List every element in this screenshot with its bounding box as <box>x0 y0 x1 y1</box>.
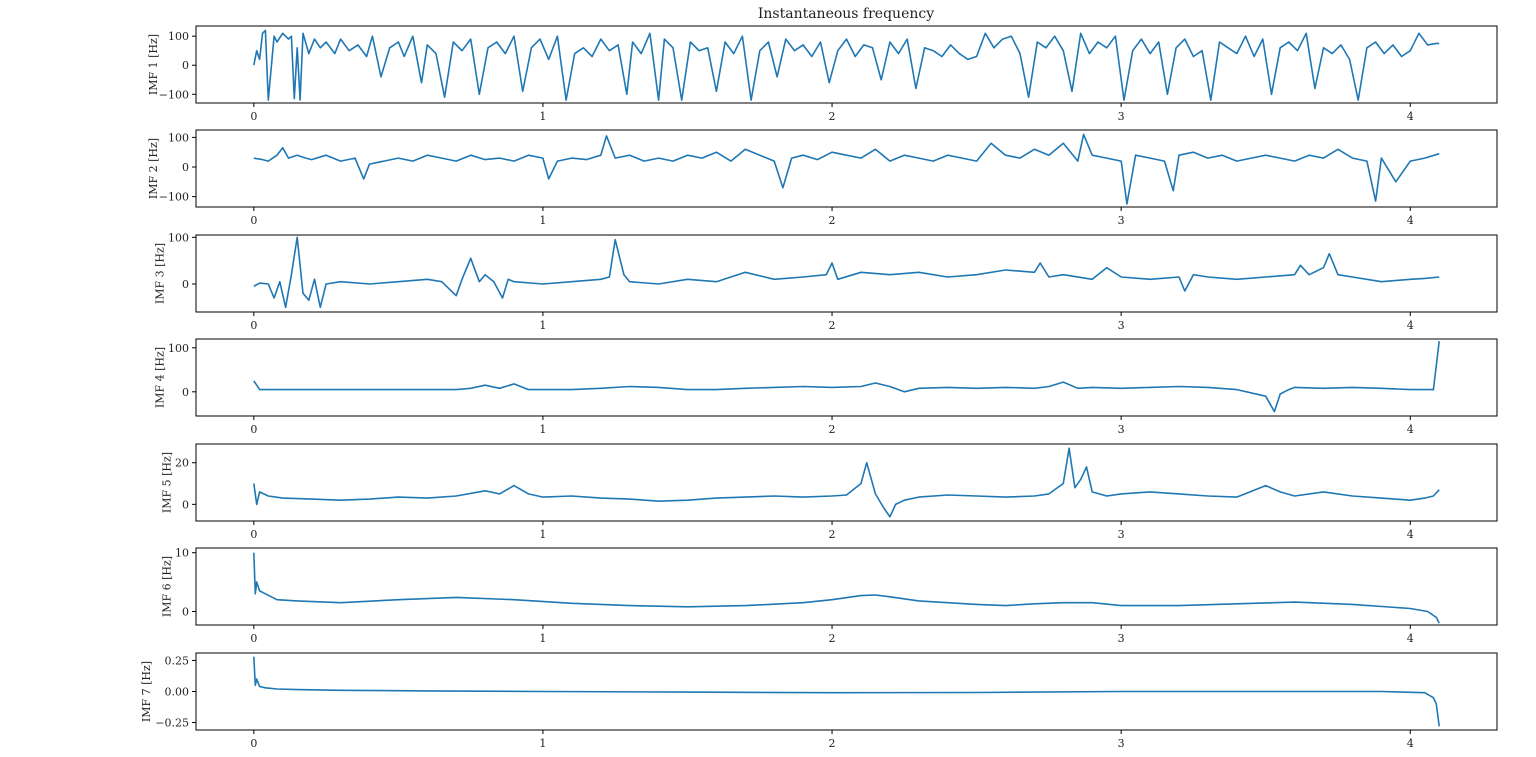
y-tick-label: 20 <box>175 457 189 470</box>
x-tick-label: 0 <box>250 423 257 436</box>
x-tick-label: 3 <box>1118 214 1125 227</box>
x-tick-label: 4 <box>1407 528 1414 541</box>
series-line-imf-3 <box>253 236 1440 309</box>
axes-frame <box>195 129 1498 208</box>
x-tick-label: 4 <box>1407 737 1414 750</box>
y-axis-label: IMF 1 [Hz] <box>147 34 160 95</box>
y-tick-label: 100 <box>168 30 189 43</box>
x-tick-label: 2 <box>829 632 836 645</box>
x-tick-label: 4 <box>1407 110 1414 123</box>
y-tick-label: 100 <box>168 231 189 244</box>
y-tick-label: 0.25 <box>165 654 190 667</box>
y-axis-label: IMF 3 [Hz] <box>154 243 167 304</box>
series-line-imf-7 <box>253 656 1440 727</box>
x-tick-label: 1 <box>539 737 546 750</box>
x-tick-label: 4 <box>1407 632 1414 645</box>
x-tick-label: 2 <box>829 423 836 436</box>
x-tick-label: 3 <box>1118 632 1125 645</box>
x-tick-label: 1 <box>539 319 546 332</box>
subplot-imf-7: 0 1 2 3 4 −0.25 0.00 0.25 IMF 7 [Hz] <box>140 652 1498 750</box>
subplot-imf-2: 0 1 2 3 4 −100 0 100 IMF 2 [Hz] <box>147 129 1498 227</box>
x-tick-label: 2 <box>829 214 836 227</box>
x-tick-label: 2 <box>829 110 836 123</box>
x-tick-label: 3 <box>1118 319 1125 332</box>
subplot-imf-1: 0 1 2 3 4 −100 0 100 IMF 1 [Hz] <box>147 25 1498 123</box>
y-tick-label: 0 <box>182 386 189 399</box>
y-tick-label: 0 <box>182 498 189 511</box>
y-axis-label: IMF 2 [Hz] <box>147 138 160 199</box>
x-tick-label: 0 <box>250 214 257 227</box>
y-tick-label: 100 <box>168 342 189 355</box>
y-tick-label: 0 <box>182 59 189 72</box>
x-tick-label: 0 <box>250 737 257 750</box>
x-tick-label: 2 <box>829 737 836 750</box>
series-line-imf-1 <box>253 29 1440 101</box>
x-tick-label: 2 <box>829 528 836 541</box>
y-tick-label: 10 <box>175 547 189 560</box>
x-tick-label: 4 <box>1407 319 1414 332</box>
y-tick-label: −100 <box>159 88 189 101</box>
axes-frame <box>195 547 1498 626</box>
axes-frame <box>195 25 1498 104</box>
x-tick-label: 1 <box>539 423 546 436</box>
x-tick-label: 3 <box>1118 423 1125 436</box>
y-axis-label: IMF 5 [Hz] <box>160 452 173 513</box>
x-tick-label: 1 <box>539 214 546 227</box>
series-line-imf-4 <box>253 341 1440 413</box>
series-line-imf-2 <box>253 133 1440 205</box>
x-tick-label: 4 <box>1407 214 1414 227</box>
x-tick-label: 3 <box>1118 737 1125 750</box>
x-tick-label: 4 <box>1407 423 1414 436</box>
y-tick-label: 100 <box>168 131 189 144</box>
axes-frame <box>195 443 1498 522</box>
x-tick-label: 3 <box>1118 528 1125 541</box>
x-tick-label: 0 <box>250 632 257 645</box>
x-tick-label: 1 <box>539 528 546 541</box>
x-tick-label: 1 <box>539 632 546 645</box>
x-tick-label: 0 <box>250 110 257 123</box>
axes-frame <box>195 338 1498 417</box>
y-tick-label: −0.25 <box>155 717 189 730</box>
axes-frame <box>195 234 1498 313</box>
x-tick-label: 0 <box>250 528 257 541</box>
y-axis-label: IMF 6 [Hz] <box>160 556 173 617</box>
y-tick-label: −100 <box>159 191 189 204</box>
y-tick-label: 0.00 <box>165 686 190 699</box>
y-tick-label: 0 <box>182 278 189 291</box>
y-axis-label: IMF 4 [Hz] <box>154 347 167 408</box>
x-tick-label: 1 <box>539 110 546 123</box>
y-axis-label: IMF 7 [Hz] <box>140 661 153 722</box>
y-tick-label: 0 <box>182 161 189 174</box>
series-line-imf-5 <box>253 447 1440 518</box>
x-tick-label: 3 <box>1118 110 1125 123</box>
y-tick-label: 0 <box>182 605 189 618</box>
x-tick-label: 2 <box>829 319 836 332</box>
x-tick-label: 0 <box>250 319 257 332</box>
chart-title: Instantaneous frequency <box>758 6 934 22</box>
series-line-imf-6 <box>253 552 1440 624</box>
